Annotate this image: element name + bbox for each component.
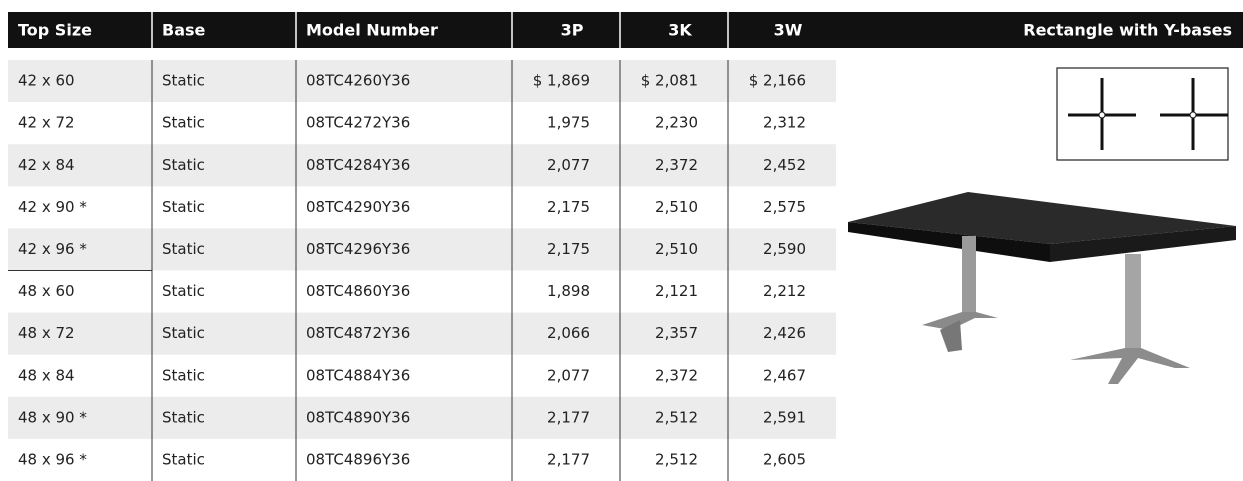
cell: 2,590 [763,240,806,258]
cell: 42 x 72 [18,114,75,132]
cell: 08TC4884Y36 [306,366,410,384]
cell: 08TC4290Y36 [306,198,410,216]
cell: 42 x 60 [18,72,75,90]
column-header: Top Size [18,21,92,40]
cell: 08TC4272Y36 [306,114,410,132]
cell: 2,066 [547,324,590,342]
cell: 2,575 [763,198,806,216]
cell: 42 x 90 * [18,198,87,216]
price-sheet: Rectangle with Y-bases Top Size Base Model… [0,0,1243,481]
cell: Static [162,72,205,90]
cell: 2,605 [763,450,806,468]
cell: 2,077 [547,156,590,174]
cell: 2,372 [655,366,698,384]
cell: 08TC4860Y36 [306,282,410,300]
cell: 48 x 96 * [18,450,87,468]
row-shade [8,313,836,355]
column-header: Model Number [306,21,438,40]
cell: 08TC4896Y36 [306,450,410,468]
cell: 42 x 84 [18,156,75,174]
cell: $ 2,081 [641,72,698,90]
cell: 2,175 [547,240,590,258]
cell: 08TC4872Y36 [306,324,410,342]
cell: 2,452 [763,156,806,174]
product-title: Rectangle with Y-bases [1023,21,1232,40]
cell: Static [162,240,205,258]
cell: 2,591 [763,408,806,426]
base-diagram [1057,68,1228,160]
cell: 2,177 [547,408,590,426]
cell: $ 2,166 [749,72,806,90]
cell: Static [162,450,205,468]
cell: $ 1,869 [533,72,590,90]
row-shade [8,144,836,186]
cell: 08TC4296Y36 [306,240,410,258]
cell: Static [162,324,205,342]
column-header: 3W [774,21,803,40]
column-header: 3K [668,21,692,40]
cell: 2,177 [547,450,590,468]
cell: Static [162,198,205,216]
cell: 2,512 [655,408,698,426]
cell: 2,212 [763,282,806,300]
cell: 2,357 [655,324,698,342]
cell: 2,510 [655,240,698,258]
cell: Static [162,408,205,426]
cell: Static [162,366,205,384]
cell: 2,121 [655,282,698,300]
row-shade [8,397,836,439]
cell: 2,512 [655,450,698,468]
cell: 48 x 60 [18,282,75,300]
cell: 48 x 84 [18,366,75,384]
cell: 48 x 90 * [18,408,87,426]
cell: Static [162,156,205,174]
cell: 2,510 [655,198,698,216]
cell: 08TC4284Y36 [306,156,410,174]
table-photo [848,192,1236,384]
cell: 2,230 [655,114,698,132]
column-header: 3P [561,21,584,40]
cell: Static [162,282,205,300]
cell: 1,898 [547,282,590,300]
row-shade [8,60,836,102]
cell: 08TC4890Y36 [306,408,410,426]
column-header: Base [162,21,206,40]
cell: 2,467 [763,366,806,384]
cell: 42 x 96 * [18,240,87,258]
cell: 2,426 [763,324,806,342]
price-table: Top Size Base Model Number 3P 3K 3W 42 x 60 Sta… [8,12,836,481]
cell: 08TC4260Y36 [306,72,410,90]
cell: Static [162,114,205,132]
cell: 1,975 [547,114,590,132]
cell: 2,175 [547,198,590,216]
cell: 2,312 [763,114,806,132]
cell: 2,372 [655,156,698,174]
cell: 2,077 [547,366,590,384]
cell: 48 x 72 [18,324,75,342]
row-shade [8,228,836,270]
